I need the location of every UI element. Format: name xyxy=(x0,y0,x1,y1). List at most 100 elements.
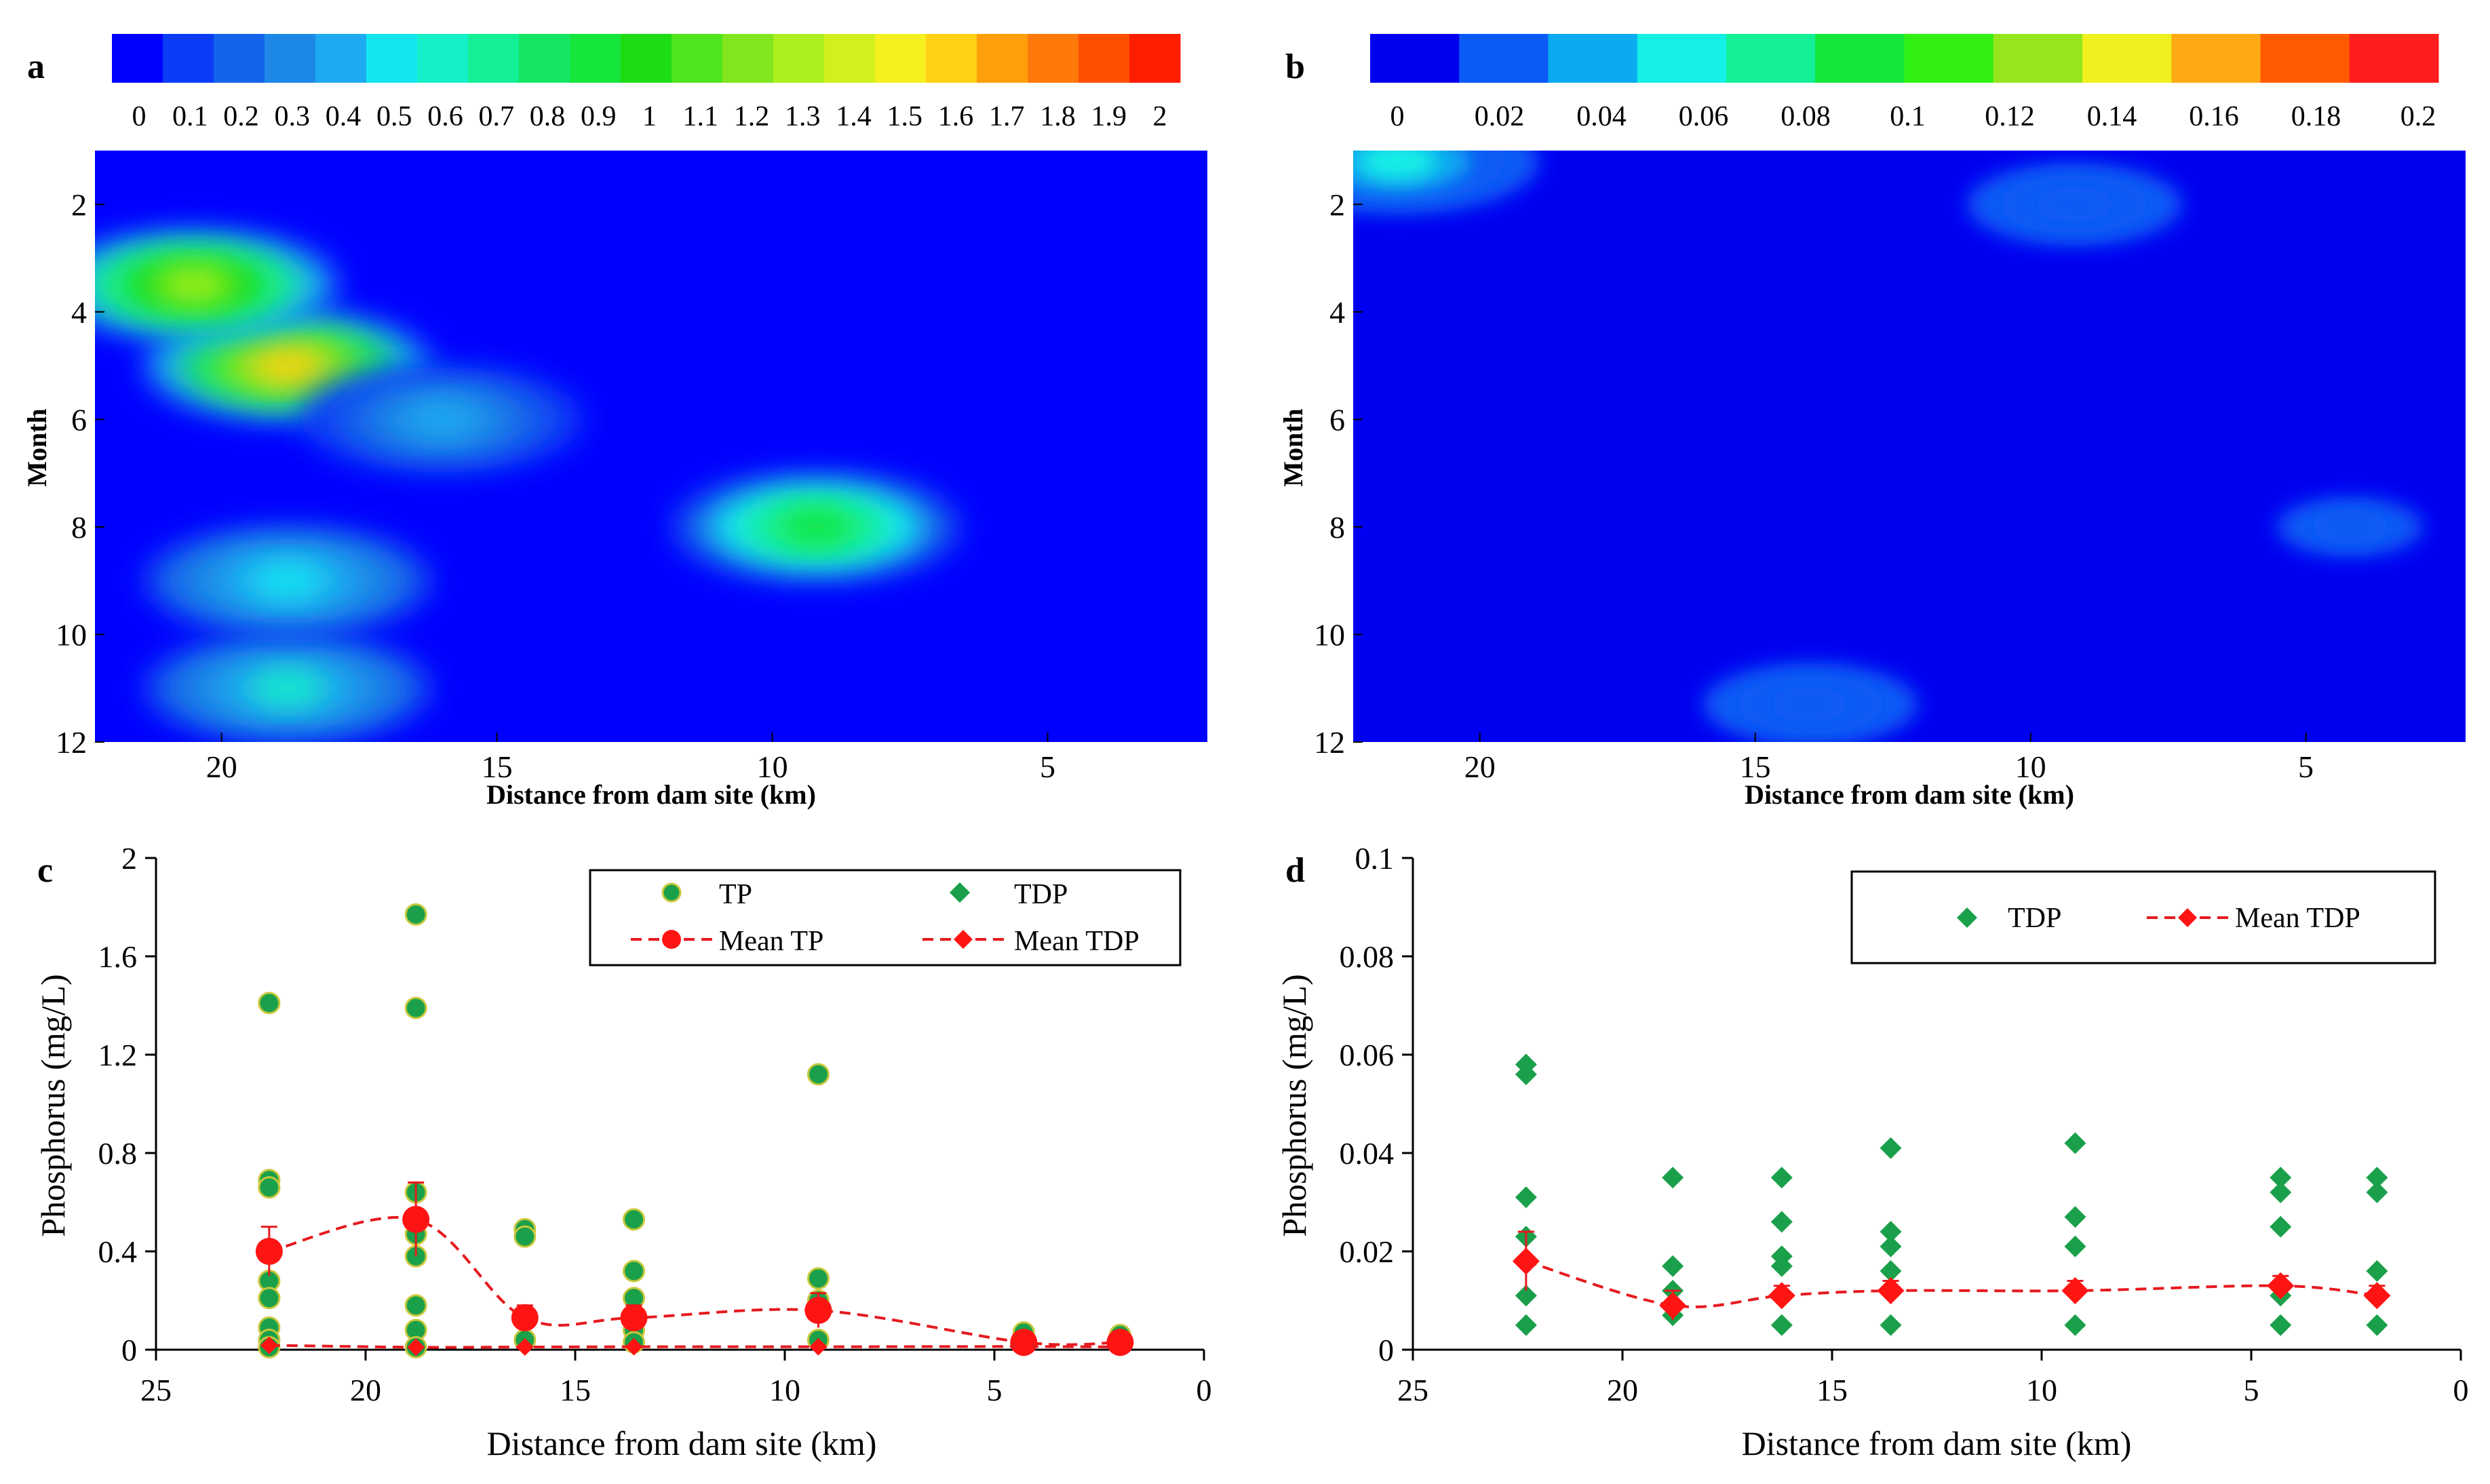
scatter-c-mean-tp-point-3 xyxy=(620,1304,648,1331)
scatter-d-y-tick-2: 0.04 xyxy=(1340,1136,1395,1171)
colorbar-a-swatch-2 xyxy=(214,34,265,83)
scatter-d-x-tick-2: 15 xyxy=(1816,1373,1848,1407)
scatter-d-tdp-point-13 xyxy=(1770,1255,1793,1277)
scatter-d-tdp-point-22 xyxy=(2064,1235,2086,1257)
scatter-c-mean-tdp-line xyxy=(269,1344,1121,1349)
scatter-d-tdp-point-7 xyxy=(1662,1255,1684,1277)
colorbar-a-swatch-12 xyxy=(722,34,774,83)
colorbar-a-ticks: 0 0.1 0.2 0.3 0.4 0.5 0.6 0.7 0.8 0.9 1 1.1 1.2 1.3 1.… xyxy=(132,101,1167,132)
colorbar-b-swatch-8 xyxy=(2082,34,2172,83)
colorbar-a-tick-2: 0.2 xyxy=(223,101,259,132)
heatmap-b-y-tick-1: 4 xyxy=(1329,295,1345,330)
colorbar-a-swatch-17 xyxy=(977,34,1028,83)
heatmap-a-y-tick-1: 4 xyxy=(71,295,87,330)
colorbar-b-swatch-2 xyxy=(1548,34,1638,83)
scatter-d-y-tick-5: 0.1 xyxy=(1355,841,1395,876)
heatmap-a-hotspot-4-level-3 xyxy=(248,562,327,599)
scatter-d-tdp-point-31 xyxy=(2366,1182,2388,1203)
scatter-c-x-tick-2: 15 xyxy=(560,1373,591,1407)
scatter-c-x-tick-0: 25 xyxy=(140,1373,172,1407)
scatter-c-x-tick-3: 10 xyxy=(769,1373,800,1407)
scatter-d-tdp-point-14 xyxy=(1770,1314,1793,1336)
colorbar-a-swatch-9 xyxy=(570,34,621,83)
colorbar-a-tick-1: 0.1 xyxy=(172,101,208,132)
colorbar-b-tick-7: 0.14 xyxy=(2087,101,2137,132)
colorbar-a-swatch-15 xyxy=(875,34,927,83)
colorbar-b-tick-9: 0.18 xyxy=(2291,101,2341,132)
heatmap-a-x-ticks: 20 15 10 5 xyxy=(206,733,1055,784)
colorbar-b-tick-3: 0.06 xyxy=(1679,101,1729,132)
legend-c-meantp-marker xyxy=(662,930,681,949)
scatter-d-axes: 25 20 15 10 5 0 0 0.02 0.04 0.06 0.08 0.1 xyxy=(1340,841,2469,1407)
scatter-d-tdp-point-25 xyxy=(2270,1167,2292,1189)
heatmap-b-y-tick-5: 12 xyxy=(1314,725,1345,760)
colorbar-b-tick-5: 0.1 xyxy=(1890,101,1926,132)
heatmap-a-hotspot-2-level-3 xyxy=(777,509,855,545)
scatter-d-mean-tdp-point-0 xyxy=(1512,1247,1540,1275)
scatter-c-marks xyxy=(255,903,1134,1359)
colorbar-a-tick-17: 1.7 xyxy=(989,101,1025,132)
scatter-c-mean-tdp-point-1 xyxy=(407,1338,425,1356)
scatter-d-x-tick-0: 25 xyxy=(1397,1373,1428,1407)
colorbar-a-tick-9: 0.9 xyxy=(581,101,617,132)
colorbar-b-tick-2: 0.04 xyxy=(1576,101,1627,132)
scatter-c-mean-tdp-point-5 xyxy=(1015,1337,1033,1356)
heatmap-a-x-tick-1: 15 xyxy=(482,749,513,784)
scatter-c-tp-point-26 xyxy=(806,1267,830,1290)
scatter-d-tdp-point-11 xyxy=(1770,1211,1793,1233)
colorbar-a-swatch-1 xyxy=(163,34,214,83)
colorbar-b-swatch-6 xyxy=(1904,34,1994,83)
legend-c-meantdp-label: Mean TDP xyxy=(1014,926,1140,957)
scatter-c-tp-point-2 xyxy=(258,1176,281,1199)
colorbar-b-swatch-1 xyxy=(1459,34,1549,83)
legend-c-meantp-label: Mean TP xyxy=(719,926,823,957)
scatter-c-tp-point-0 xyxy=(258,992,281,1015)
colorbar-b-swatch-7 xyxy=(1993,34,2083,83)
heatmap-a-hotspot-3-level-3 xyxy=(248,670,327,707)
legend-c-frame xyxy=(589,869,1182,966)
heatmap-a-ylabel: Month xyxy=(22,408,52,487)
scatter-d-mean-tdp-point-6 xyxy=(2363,1282,2391,1310)
legend-c: TP TDP Mean TP Mean TDP xyxy=(589,869,1182,966)
colorbar-b-swatch-5 xyxy=(1815,34,1905,83)
heatmap-a-x-tick-3: 5 xyxy=(1040,749,1055,784)
scatter-d-tdp-point-17 xyxy=(1880,1235,1902,1257)
colorbar-a-tick-6: 0.6 xyxy=(427,101,463,132)
scatter-d-tdp-point-33 xyxy=(2366,1314,2388,1336)
colorbar-a-tick-10: 1 xyxy=(642,101,657,132)
heatmap-b-x-tick-3: 5 xyxy=(2298,749,2314,784)
legend-d-frame xyxy=(1850,870,2436,964)
colorbar-a-tick-15: 1.5 xyxy=(887,101,923,132)
scatter-d-xlabel: Distance from dam site (km) xyxy=(1742,1424,2132,1462)
legend-d-tdp-label: TDP xyxy=(2008,903,2061,934)
legend-d: TDP Mean TDP xyxy=(1850,870,2436,964)
colorbar-a-swatch-14 xyxy=(824,34,876,83)
scatter-d-tdp-point-32 xyxy=(2366,1260,2388,1282)
colorbar-a-tick-4: 0.4 xyxy=(326,101,362,132)
scatter-c-y-tick-3: 1.2 xyxy=(98,1038,138,1072)
heatmap-b-y-tick-4: 10 xyxy=(1314,617,1345,652)
colorbar-a-tick-13: 1.3 xyxy=(785,101,821,132)
colorbar-a-swatch-8 xyxy=(519,34,570,83)
panel-b: 0 0.02 0.04 0.06 0.08 0.1 0.12 0.14 0.16 0.18 0.2 … xyxy=(1278,34,2466,810)
colorbar-b-ticks: 0 0.02 0.04 0.06 0.08 0.1 0.12 0.14 0.16 0.18 0.2 xyxy=(1390,101,2436,132)
scatter-d-tdp-point-18 xyxy=(1880,1260,1902,1282)
panel-label-c: c xyxy=(37,851,53,890)
heatmap-a-y-tick-5: 12 xyxy=(56,725,87,760)
heatmap-b-y-tick-0: 2 xyxy=(1329,187,1345,222)
scatter-d-y-tick-3: 0.06 xyxy=(1340,1038,1395,1072)
colorbar-a-tick-8: 0.8 xyxy=(530,101,566,132)
heatmap-b-x-tick-2: 10 xyxy=(2015,749,2046,784)
legend-d-meantdp-label: Mean TDP xyxy=(2235,903,2360,934)
scatter-c-mean-tp-point-2 xyxy=(511,1304,539,1331)
heatmap-b-y-tick-2: 6 xyxy=(1329,402,1345,437)
panel-label-d: d xyxy=(1285,851,1305,890)
legend-c-meantdp-marker xyxy=(954,930,973,949)
colorbar-b-tick-10: 0.2 xyxy=(2400,101,2436,132)
colorbar-a-tick-16: 1.6 xyxy=(938,101,974,132)
scatter-c-y-tick-5: 2 xyxy=(121,841,137,876)
heatmap-a-x-tick-2: 10 xyxy=(757,749,788,784)
heatmap-b-ylabel: Month xyxy=(1278,408,1308,487)
heatmap-b-y-ticks: 2 4 6 8 10 12 xyxy=(1314,187,1363,760)
